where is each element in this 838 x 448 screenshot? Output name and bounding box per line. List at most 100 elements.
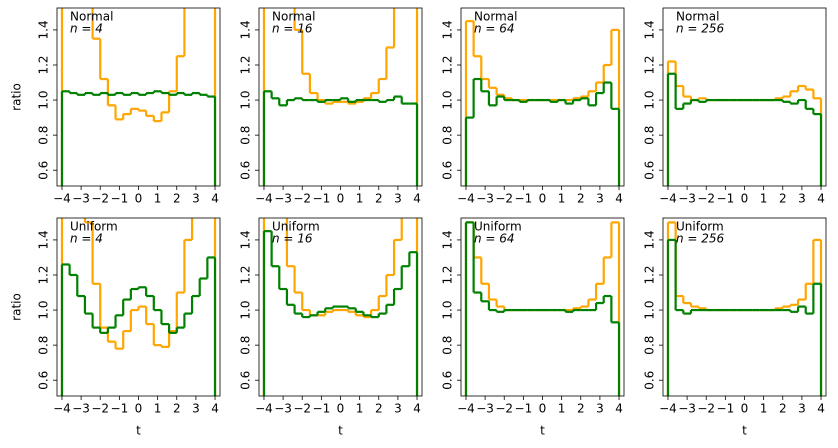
x-tick-label: 0	[337, 402, 345, 416]
y-tick-label: 1.0	[37, 301, 51, 320]
y-tick-label: 0.8	[239, 126, 253, 145]
x-tick-label: −1	[717, 402, 735, 416]
plot-area	[60, 218, 217, 396]
annotation: Uniform	[474, 220, 522, 234]
y-axis-label: ratio	[10, 293, 24, 321]
x-tick-label: −2	[91, 192, 109, 206]
plot-area	[464, 20, 621, 186]
y-tick-label: 1.2	[239, 55, 253, 74]
x-axis-label: t	[338, 424, 343, 438]
plot-area	[262, 8, 419, 186]
annotation: n = 64	[474, 22, 515, 36]
y-tick-label: 1.2	[441, 55, 455, 74]
x-tick-label: 1	[356, 192, 364, 206]
y-tick-label: 0.6	[643, 161, 657, 180]
x-tick-label: −4	[255, 402, 273, 416]
x-tick-label: 0	[741, 402, 749, 416]
x-tick-label: 1	[356, 402, 364, 416]
annotation: Normal	[474, 10, 517, 24]
y-tick-label: 0.6	[643, 371, 657, 390]
annotation: n = 256	[676, 232, 725, 246]
annotation: Normal	[272, 10, 315, 24]
x-tick-label: −4	[457, 192, 475, 206]
y-tick-label: 0.8	[441, 126, 455, 145]
plot-area	[60, 8, 217, 186]
x-tick-label: 2	[577, 402, 585, 416]
x-tick-label: −2	[293, 192, 311, 206]
x-tick-label: −4	[659, 192, 677, 206]
annotation: Normal	[676, 10, 719, 24]
x-tick-label: 0	[539, 192, 547, 206]
x-tick-label: 0	[741, 192, 749, 206]
x-tick-label: −1	[313, 402, 331, 416]
y-tick-label: 0.6	[37, 161, 51, 180]
plot-area	[464, 221, 621, 396]
y-tick-label: 1.2	[37, 55, 51, 74]
y-tick-label: 1.4	[643, 20, 657, 39]
x-tick-label: −4	[255, 192, 273, 206]
y-tick-label: 1.4	[643, 230, 657, 249]
x-tick-label: 2	[577, 192, 585, 206]
y-tick-label: 1.0	[643, 91, 657, 110]
x-tick-label: 0	[135, 192, 143, 206]
x-tick-label: −4	[53, 402, 71, 416]
x-tick-label: −3	[678, 192, 696, 206]
x-tick-label: −2	[293, 402, 311, 416]
x-tick-label: 3	[192, 192, 200, 206]
x-tick-label: 2	[779, 192, 787, 206]
x-tick-label: 4	[211, 402, 219, 416]
x-tick-label: 1	[558, 402, 566, 416]
x-tick-label: 3	[394, 192, 402, 206]
annotation: n = 4	[70, 232, 103, 246]
x-tick-label: 1	[558, 192, 566, 206]
x-tick-label: 0	[337, 192, 345, 206]
y-tick-label: 1.4	[239, 20, 253, 39]
x-tick-label: 1	[760, 192, 768, 206]
x-tick-label: −3	[476, 402, 494, 416]
y-tick-label: 1.2	[239, 265, 253, 284]
y-tick-label: 0.8	[37, 126, 51, 145]
y-tick-label: 1.0	[239, 301, 253, 320]
annotation: n = 64	[474, 232, 515, 246]
x-tick-label: −3	[72, 402, 90, 416]
x-tick-label: 3	[596, 192, 604, 206]
y-axis-label: ratio	[10, 83, 24, 111]
annotation: Uniform	[272, 220, 320, 234]
x-tick-label: 3	[394, 402, 402, 416]
y-tick-label: 0.6	[441, 161, 455, 180]
x-tick-label: 1	[760, 402, 768, 416]
y-tick-label: 0.6	[441, 371, 455, 390]
x-tick-label: 0	[135, 402, 143, 416]
annotation: n = 4	[70, 22, 103, 36]
x-tick-label: −3	[274, 402, 292, 416]
plot-area	[262, 218, 419, 396]
y-tick-label: 0.8	[643, 336, 657, 355]
x-tick-label: 4	[413, 192, 421, 206]
x-tick-label: −2	[697, 192, 715, 206]
x-tick-label: 2	[779, 402, 787, 416]
y-tick-label: 1.0	[643, 301, 657, 320]
y-tick-label: 1.4	[441, 230, 455, 249]
y-tick-label: 0.6	[239, 161, 253, 180]
y-tick-label: 1.0	[37, 91, 51, 110]
x-tick-label: −3	[678, 402, 696, 416]
x-tick-label: 4	[817, 192, 825, 206]
y-tick-label: 0.8	[441, 336, 455, 355]
x-tick-label: −4	[53, 192, 71, 206]
x-tick-label: −3	[476, 192, 494, 206]
x-tick-label: 1	[154, 402, 162, 416]
y-tick-label: 0.8	[239, 336, 253, 355]
annotation: n = 16	[272, 232, 313, 246]
x-tick-label: 4	[615, 192, 623, 206]
y-tick-label: 1.2	[643, 265, 657, 284]
plot-area	[666, 221, 823, 396]
x-tick-label: −3	[274, 192, 292, 206]
x-tick-label: 2	[173, 192, 181, 206]
y-tick-label: 1.2	[441, 265, 455, 284]
x-tick-label: 3	[596, 402, 604, 416]
